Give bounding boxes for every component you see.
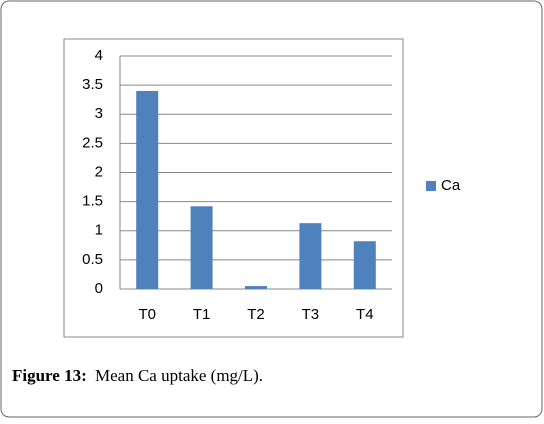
bar <box>245 286 267 289</box>
y-tick-label: 2 <box>95 163 103 180</box>
y-tick-label: 1 <box>95 222 103 239</box>
bar <box>190 206 213 289</box>
y-tick-label: 3 <box>95 105 103 122</box>
y-tick-label: 0.5 <box>82 251 103 268</box>
chart-frame <box>63 38 404 338</box>
x-tick-label: T4 <box>356 306 374 323</box>
bar <box>136 90 159 289</box>
x-tick-label: T2 <box>247 306 265 323</box>
caption: Mean Ca uptake (mg/L). <box>95 366 263 385</box>
legend-swatch <box>426 181 436 191</box>
x-tick-label: T0 <box>138 306 156 323</box>
y-tick-label: 2.5 <box>82 134 103 151</box>
y-tick-label: 1.5 <box>82 193 103 210</box>
y-tick-label: 3.5 <box>82 76 103 93</box>
bar <box>299 223 322 289</box>
x-tick-label: T3 <box>302 306 320 323</box>
y-tick-label: 4 <box>95 47 103 64</box>
figure-label: Figure 13: <box>12 366 87 385</box>
bar <box>353 241 376 289</box>
x-tick-label: T1 <box>193 306 211 323</box>
legend-label: Ca <box>441 177 461 194</box>
y-tick-label: 0 <box>95 280 103 297</box>
